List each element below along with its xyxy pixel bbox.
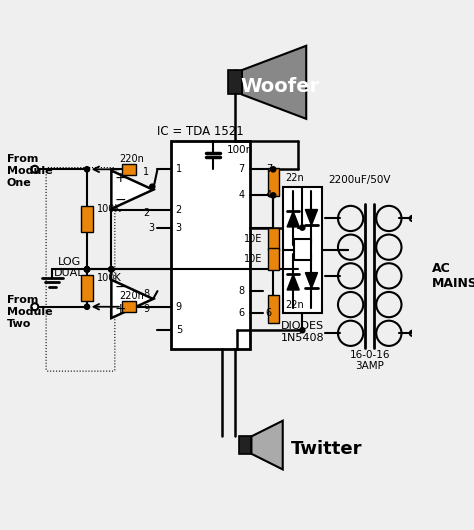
Text: 100K: 100K [98,272,122,282]
Circle shape [84,267,90,272]
Text: +: + [114,171,126,184]
Text: 100n: 100n [227,145,253,155]
Circle shape [300,328,305,333]
Bar [293,240,311,260]
Text: 10E: 10E [245,234,263,244]
Bar [267,295,279,323]
Polygon shape [111,280,153,318]
Text: 9: 9 [143,304,149,314]
Text: Twitter: Twitter [291,440,362,458]
Text: 4: 4 [266,190,272,200]
Circle shape [109,267,114,272]
Text: 3: 3 [148,223,155,233]
Text: AC
MAINS: AC MAINS [431,262,474,290]
Bar [267,169,279,196]
Text: 2: 2 [176,205,182,215]
Text: 5: 5 [176,325,182,335]
Bar [267,228,279,250]
Circle shape [109,267,114,272]
Text: 2: 2 [143,208,149,218]
Text: −: − [114,280,126,294]
Text: IC = TDA 1521: IC = TDA 1521 [157,126,244,138]
Circle shape [150,184,155,189]
Polygon shape [242,46,306,119]
Text: 9: 9 [176,302,182,312]
Text: 6: 6 [238,308,245,318]
Text: Module: Module [7,166,53,176]
Text: 6: 6 [266,308,272,318]
Circle shape [31,303,38,310]
Text: Two: Two [7,319,31,329]
Bar [122,301,136,312]
Bar [122,164,136,175]
Polygon shape [251,421,283,470]
Bar [239,436,251,454]
Circle shape [271,167,276,172]
Text: 22n: 22n [285,299,304,310]
Text: 8: 8 [238,286,245,296]
Text: 22n: 22n [285,173,304,183]
Text: 7: 7 [238,164,245,174]
Circle shape [84,267,90,272]
Circle shape [84,167,90,172]
Text: −: − [114,193,126,207]
Text: 4: 4 [238,190,245,200]
Text: 220n: 220n [119,154,144,164]
Text: 7: 7 [266,164,272,174]
Text: From: From [7,295,38,305]
Text: One: One [7,178,32,188]
Text: LOG
DUAL: LOG DUAL [55,257,85,278]
Text: 220n: 220n [119,292,144,302]
Text: 16-0-16
3AMP: 16-0-16 3AMP [349,350,390,372]
Text: 100K: 100K [98,204,122,214]
Text: Module: Module [7,307,53,317]
Circle shape [84,304,90,310]
Bar [81,275,93,301]
Text: 3: 3 [176,223,182,233]
Circle shape [300,225,305,230]
Text: 1: 1 [143,167,149,177]
Text: 1: 1 [176,164,182,174]
Circle shape [84,267,90,272]
Text: Woofer: Woofer [240,77,320,96]
Text: DIODES
1N5408: DIODES 1N5408 [281,321,324,343]
Text: 10E: 10E [245,254,263,264]
Circle shape [31,166,38,173]
Text: 2200uF/50V: 2200uF/50V [328,175,391,185]
Polygon shape [287,275,299,290]
Polygon shape [305,272,318,288]
Circle shape [84,267,90,272]
Bar [81,206,93,232]
Text: From: From [7,154,38,164]
Polygon shape [287,211,299,227]
Bar [267,248,279,270]
Circle shape [109,267,114,272]
Bar [171,140,250,349]
Polygon shape [305,209,318,225]
Bar [283,187,322,313]
Text: +: + [114,303,126,316]
Text: 8: 8 [143,289,149,299]
Bar [228,70,242,94]
Polygon shape [111,171,153,209]
Circle shape [271,193,276,198]
